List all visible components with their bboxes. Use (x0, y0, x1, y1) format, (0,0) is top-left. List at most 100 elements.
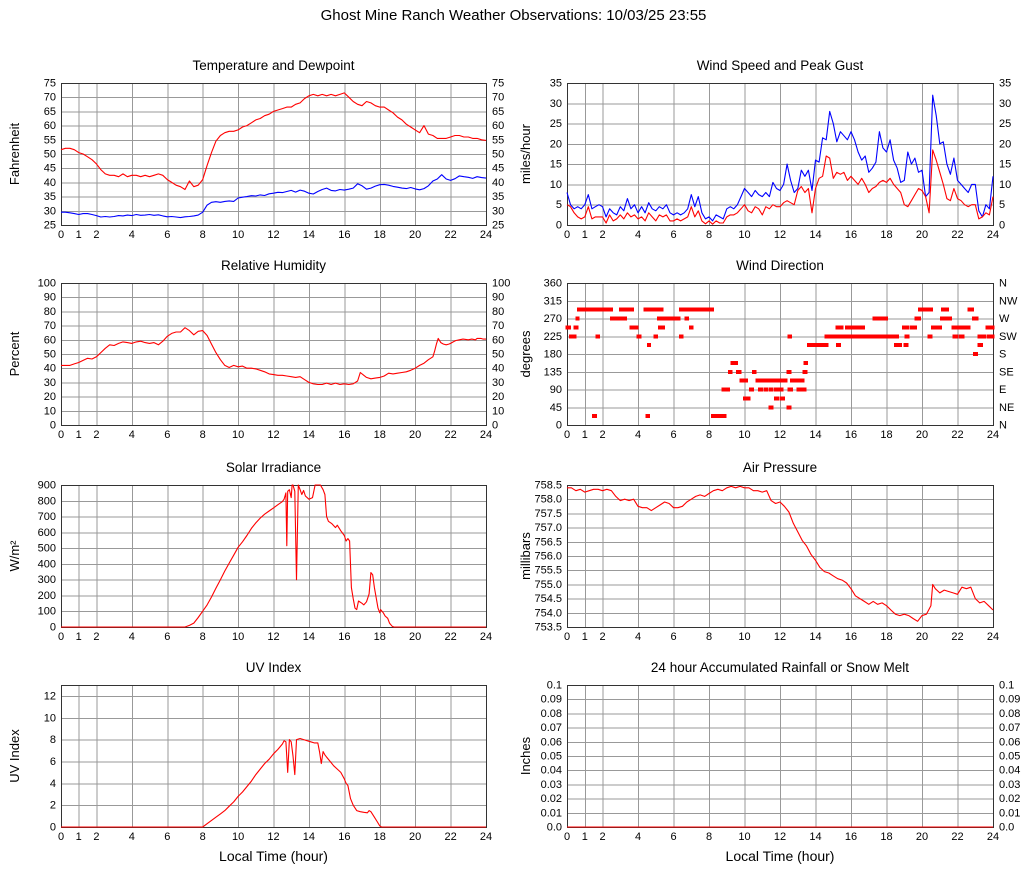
wind-direction-marker (774, 396, 779, 401)
x-tick-label: 24 (480, 229, 492, 241)
y-tick-label: 45 (44, 163, 56, 175)
x-tick-label: 4 (635, 631, 641, 643)
series-temperature (60, 92, 487, 191)
gridlines (567, 83, 993, 225)
x-tick-label: 22 (444, 229, 456, 241)
right-tick-label: 35 (999, 78, 1011, 90)
wind-direction-marker (569, 334, 577, 339)
wind-direction-marker (768, 405, 774, 410)
right-tick-label: E (999, 384, 1006, 396)
x-tick-label: 2 (93, 631, 99, 643)
wind-direction-marker (985, 325, 995, 330)
x-tick-label: 18 (880, 229, 892, 241)
y-axis-label: W/m² (7, 540, 22, 572)
y-tick-label: 10 (44, 712, 56, 724)
x-tick-label: 12 (267, 229, 279, 241)
right-tick-label: 50 (492, 149, 504, 161)
chart-uv-index: UV Index 0 1 2 4 6 8 10 12 14 16 18 20 22 24 0 2 4 6 8 10 12 U… (0, 655, 513, 878)
x-tick-label: 24 (987, 831, 999, 843)
y-axis-ticks: 0 10 20 30 40 50 60 70 80 90 100 (38, 278, 56, 432)
series-uv (61, 737, 486, 828)
y-tick-label: 754.5 (534, 593, 562, 605)
y-tick-label: 90 (550, 384, 562, 396)
wind-direction-marker (854, 325, 865, 330)
wind-direction-marker (987, 334, 995, 339)
wind-direction-marker (653, 334, 659, 339)
right-tick-label: N (999, 420, 1007, 432)
wind-direction-marker (845, 334, 864, 339)
chart-solar-irradiance: Solar Irradiance 0 1 2 4 6 8 10 12 14 16 18 20 22 24 0 1… (0, 455, 513, 655)
x-tick-label: 16 (845, 229, 857, 241)
wind-direction-marker (643, 307, 654, 312)
wind-direction-marker (652, 307, 664, 312)
right-tick-label: 0.08 (999, 708, 1020, 720)
y-tick-label: 10 (550, 179, 562, 191)
wind-direction-marker (931, 325, 943, 330)
chart-svg-rainfall: 24 hour Accumulated Rainfall or Snow Mel… (518, 660, 1020, 864)
y-tick-label: 757.5 (534, 508, 562, 520)
wind-direction-marker (774, 387, 784, 392)
wind-direction-marker (679, 334, 684, 339)
y-tick-label: 0.0 (547, 822, 562, 834)
y-tick-label: 60 (44, 120, 56, 132)
right-tick-label: 20 (492, 391, 504, 403)
x-tick-label: 22 (951, 229, 963, 241)
wind-direction-marker (618, 307, 635, 312)
y-tick-label: 12 (44, 690, 56, 702)
x-tick-label: 8 (200, 831, 206, 843)
right-tick-label: 45 (492, 163, 504, 175)
plot-frame (566, 282, 995, 427)
right-tick-label: 40 (492, 177, 504, 189)
wind-direction-marker (721, 387, 730, 392)
x-tick-label: 6 (670, 831, 676, 843)
y-tick-label: 758.0 (534, 494, 562, 506)
series-solar (61, 484, 486, 628)
right-tick-label: SW (999, 331, 1017, 343)
wind-direction-marker (573, 325, 579, 330)
x-tick-label: 0 (58, 631, 64, 643)
x-tick-label: 20 (409, 229, 421, 241)
x-tick-label: 1 (582, 831, 588, 843)
x-tick-label: 10 (232, 831, 244, 843)
wind-direction-marker (872, 316, 883, 321)
y-tick-label: 70 (44, 92, 56, 104)
y-axis-label: degrees (518, 330, 533, 377)
y-tick-label: 600 (38, 527, 56, 539)
right-tick-label: 10 (999, 179, 1011, 191)
y-tick-label: 0.07 (541, 722, 562, 734)
y-tick-label: 30 (550, 98, 562, 110)
right-tick-label: 0.01 (999, 807, 1020, 819)
y-axis-ticks: 0 100 200 300 400 500 600 700 800 900 (38, 480, 56, 634)
x-tick-label: 4 (129, 429, 135, 441)
chart-wind-speed-gust: Wind Speed and Peak Gust 0 1 2 4 6 8 10 12 14 16 18… (514, 53, 1027, 253)
right-tick-label: 0.03 (999, 779, 1020, 791)
y-tick-label: 50 (44, 349, 56, 361)
series-humidity (61, 327, 486, 386)
x-tick-label: 14 (303, 831, 315, 843)
y-axis-ticks: 753.5 754.0 754.5 755.0 755.5 756.0 756.5 757.0… (534, 480, 562, 634)
x-tick-label: 10 (232, 229, 244, 241)
wind-direction-marker (977, 334, 987, 339)
series-pressure (567, 485, 994, 622)
wind-direction-marker (786, 405, 792, 410)
y-axis-ticks: 0.0 0.01 0.02 0.03 0.04 0.05 0.06 0.07 0.08 0.09 0… (541, 680, 562, 834)
x-tick-label: 18 (880, 631, 892, 643)
wind-direction-marker (901, 325, 910, 330)
x-tick-label: 16 (338, 831, 350, 843)
x-tick-label: 1 (76, 631, 82, 643)
right-tick-label: SE (999, 366, 1014, 378)
gridlines (567, 685, 993, 827)
x-tick-label: 1 (76, 831, 82, 843)
x-tick-label: 12 (774, 229, 786, 241)
x-tick-label: 18 (880, 831, 892, 843)
right-tick-label: 30 (492, 205, 504, 217)
y-tick-label: 0 (556, 220, 562, 232)
x-tick-label: 14 (809, 429, 821, 441)
y-tick-label: 360 (544, 278, 562, 290)
x-tick-label: 22 (444, 831, 456, 843)
y-axis-ticks: 0 2 4 6 8 10 12 (44, 690, 56, 833)
y-tick-label: 0 (50, 822, 56, 834)
right-axis-ticks: 0 10 20 30 40 50 60 70 80 90 100 (492, 278, 510, 432)
plot-frame (60, 684, 488, 829)
